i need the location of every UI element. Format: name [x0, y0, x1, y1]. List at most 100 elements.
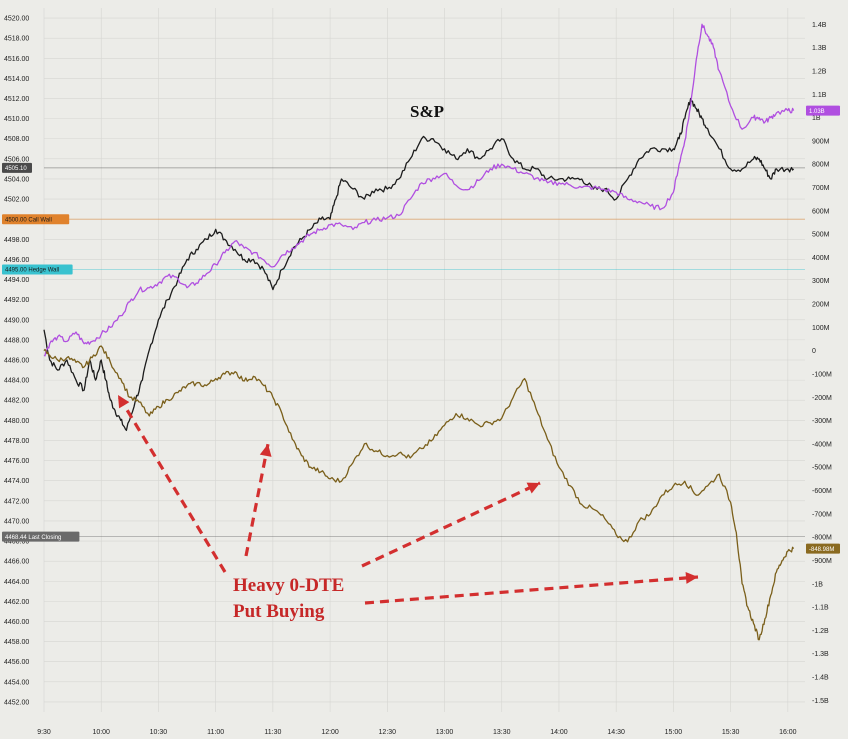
- callout-arrows: [116, 394, 699, 605]
- left-axis: 4520.00 4518.00 4516.00 4514.00 4512.00 4510.…: [4, 16, 29, 707]
- right-tick-label: -1B: [812, 581, 823, 588]
- right-tick-label: 1.3B: [812, 45, 827, 52]
- left-tick-label: 4516.00: [4, 56, 29, 63]
- left-tick-label: 4506.00: [4, 156, 29, 163]
- x-tick-label: 10:00: [92, 729, 110, 736]
- sp-label: S&P: [410, 102, 444, 121]
- right-tick-label: -800M: [812, 535, 832, 542]
- right-tick-label: 500M: [812, 232, 830, 239]
- right-tick-label: -400M: [812, 441, 832, 448]
- left-tick-label: 4480.00: [4, 418, 29, 425]
- left-tick-label: 4482.00: [4, 398, 29, 405]
- level-tag-box: [2, 162, 32, 173]
- level-tag-box: [2, 264, 73, 275]
- x-tick-label: 11:00: [207, 729, 224, 736]
- left-tick-label: 4484.00: [4, 378, 29, 385]
- right-tag-label: -848.98M: [809, 547, 834, 553]
- right-tick-label: -1.4B: [812, 675, 829, 682]
- left-tick-label: 4512.00: [4, 96, 29, 103]
- right-tick-label: 1.1B: [812, 92, 827, 99]
- x-tick-label: 14:00: [550, 729, 568, 736]
- right-tick-label: 1.4B: [812, 22, 827, 29]
- right-tick-label: 800M: [812, 162, 830, 169]
- left-tick-label: 4472.00: [4, 498, 29, 505]
- right-tick-label: 300M: [812, 278, 830, 285]
- x-tick-label: 11:30: [264, 729, 281, 736]
- arrow-head-1: [118, 395, 130, 409]
- series-line-1: [43, 97, 795, 432]
- left-tick-label: 4456.00: [4, 659, 29, 666]
- level-tag-box: [2, 214, 70, 225]
- left-tick-label: 4454.00: [4, 679, 29, 686]
- left-tick-label: 4466.00: [4, 559, 29, 566]
- left-tick-label: 4504.00: [4, 176, 29, 183]
- left-tick-label: 4502.00: [4, 197, 29, 204]
- right-tick-label: -500M: [812, 465, 832, 472]
- arrow-shaft-4: [364, 575, 699, 605]
- left-tick-label: 4498.00: [4, 237, 29, 244]
- right-tick-label: -1.5B: [812, 698, 829, 705]
- series-line-2: [43, 23, 795, 357]
- left-tick-label: 4462.00: [4, 599, 29, 606]
- left-tick-label: 4464.00: [4, 579, 29, 586]
- left-tick-label: 4470.00: [4, 518, 29, 525]
- right-tick-label: -1.1B: [812, 605, 829, 612]
- callout-line-1: Heavy 0-DTE: [233, 575, 344, 596]
- right-tick-label: 0: [812, 348, 816, 355]
- x-tick-label: 15:00: [665, 729, 683, 736]
- arrow-head-4: [685, 571, 698, 584]
- right-tick-label: -700M: [812, 511, 832, 518]
- level-tag-label: 4468.44 Last Closing: [5, 535, 61, 541]
- right-tag-box: [806, 105, 840, 116]
- right-tick-label: -100M: [812, 371, 832, 378]
- right-tick-label: 400M: [812, 255, 830, 262]
- level-tag-label: 4500.00 Call Wall: [5, 217, 52, 223]
- right-tick-label: -300M: [812, 418, 832, 425]
- right-tick-label: 600M: [812, 208, 830, 215]
- right-tick-label: 200M: [812, 302, 830, 309]
- right-tick-label: 1B: [812, 115, 821, 122]
- series-group: [43, 23, 795, 641]
- right-tick-label: -600M: [812, 488, 832, 495]
- left-tick-label: 4458.00: [4, 639, 29, 646]
- level-tag-box: [2, 531, 80, 542]
- left-tick-label: 4486.00: [4, 358, 29, 365]
- right-tick-label: 1.2B: [812, 68, 827, 75]
- arrow-shaft-1: [116, 394, 227, 573]
- left-tick-label: 4460.00: [4, 619, 29, 626]
- arrow-head-2: [259, 444, 272, 457]
- left-tick-label: 4518.00: [4, 36, 29, 43]
- left-tick-label: 4514.00: [4, 76, 29, 83]
- axis-tags: 4505.10 4500.00 Call Wall 4495.00 Hedge Wa…: [2, 105, 840, 554]
- right-tick-label: -900M: [812, 558, 832, 565]
- x-tick-label: 12:30: [379, 729, 397, 736]
- x-tick-label: 16:00: [779, 729, 797, 736]
- callout-line-2: Put Buying: [233, 601, 325, 622]
- x-tick-label: 13:30: [493, 729, 511, 736]
- arrow-shaft-3: [361, 481, 541, 568]
- level-tag-label: 4505.10: [5, 166, 27, 172]
- right-tick-label: -1.2B: [812, 628, 829, 635]
- arrow-shaft-2: [244, 443, 270, 557]
- annotations: S&P Heavy 0-DTE Put Buying: [116, 102, 699, 622]
- x-tick-label: 14:30: [607, 729, 625, 736]
- x-tick-label: 10:30: [150, 729, 168, 736]
- x-tick-label: 15:30: [722, 729, 740, 736]
- x-axis: 9:30 10:00 10:30 11:00 11:30 12:00 12:30 13:00 1…: [37, 729, 797, 736]
- right-tick-label: -1.3B: [812, 651, 829, 658]
- right-tick-label: 100M: [812, 325, 830, 332]
- left-tick-label: 4496.00: [4, 257, 29, 264]
- left-tick-label: 4510.00: [4, 116, 29, 123]
- right-tick-label: 700M: [812, 185, 830, 192]
- left-tick-label: 4490.00: [4, 317, 29, 324]
- arrow-head-3: [526, 482, 540, 494]
- x-tick-label: 13:00: [436, 729, 454, 736]
- left-tick-label: 4508.00: [4, 136, 29, 143]
- x-tick-label: 9:30: [37, 729, 51, 736]
- right-axis: 1.4B 1.3B 1.2B 1.1B 1B 900M 800M 700M 600M 500M 40…: [812, 22, 832, 705]
- left-tick-label: 4520.00: [4, 16, 29, 23]
- left-tick-label: 4488.00: [4, 337, 29, 344]
- x-tick-label: 12:00: [321, 729, 339, 736]
